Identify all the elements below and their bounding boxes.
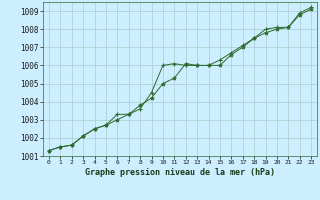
- X-axis label: Graphe pression niveau de la mer (hPa): Graphe pression niveau de la mer (hPa): [85, 168, 275, 177]
